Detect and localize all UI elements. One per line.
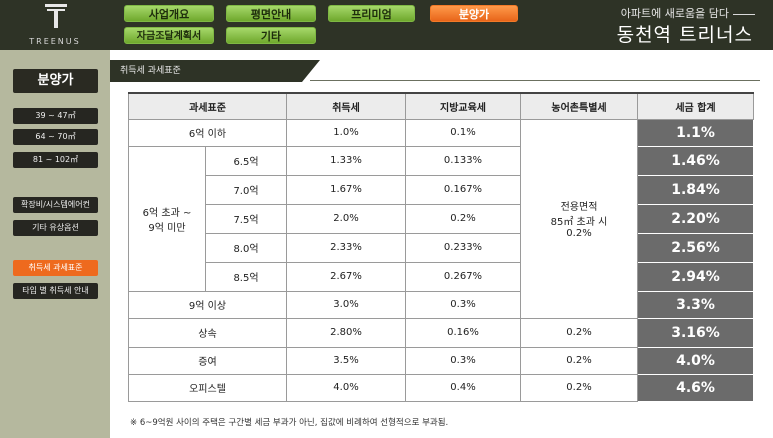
row-label: 9억 이상: [128, 290, 287, 319]
edu-cell: 0.3%: [405, 290, 521, 319]
sidebar-title: 분양가: [13, 69, 98, 93]
rural-cell: 0.2%: [520, 346, 638, 375]
nav-sale-price[interactable]: 분양가: [430, 5, 518, 22]
edu-cell: 0.167%: [405, 174, 521, 205]
acq-cell: 1.0%: [286, 118, 406, 147]
header-rural-special-tax: 농어촌특별세: [520, 92, 638, 120]
total-cell: 1.84%: [637, 174, 754, 205]
acq-cell: 1.67%: [286, 174, 406, 205]
row-label: 증여: [128, 346, 287, 375]
header-tax-base: 과세표준: [128, 92, 287, 120]
rural-merged-cell: 전용면적 85㎡ 초과 시 0.2%: [520, 118, 638, 319]
table-row: 8.0억 2.33% 0.233% 2.56%: [129, 232, 754, 263]
table-row: 상속 2.80% 0.16% 0.2% 3.16%: [128, 317, 754, 348]
total-cell: 2.94%: [637, 261, 754, 292]
acq-cell: 2.67%: [286, 261, 406, 292]
total-cell: 1.1%: [637, 118, 754, 147]
header-acquisition-tax: 취득세: [286, 92, 406, 120]
nav-floor-plan[interactable]: 평면안내: [226, 5, 316, 22]
sidebar-item-tax-by-type[interactable]: 타입 별 취득세 안내: [13, 283, 98, 299]
total-cell: 2.56%: [637, 232, 754, 263]
table-row: 7.5억 2.0% 0.2% 2.20%: [129, 203, 754, 234]
tax-table: 과세표준 취득세 지방교육세 농어촌특별세 세금 합계 6억 이하 1.0% 0…: [128, 92, 754, 402]
table-row: 오피스텔 4.0% 0.4% 0.2% 4.6%: [128, 373, 754, 402]
main-content: 취득세 과세표준 과세표준 취득세 지방교육세 농어촌특별세 세금 합계 6억 …: [110, 50, 773, 438]
nav-project-overview[interactable]: 사업개요: [124, 5, 214, 22]
edu-cell: 0.2%: [405, 203, 521, 234]
logo[interactable]: TREENUS: [0, 0, 110, 50]
title-band-shape: [110, 60, 320, 82]
acq-cell: 2.33%: [286, 232, 406, 263]
header-tax-total: 세금 합계: [637, 92, 754, 120]
total-cell: 1.46%: [637, 145, 754, 176]
edu-cell: 0.1%: [405, 118, 521, 147]
page-title: 취득세 과세표준: [120, 66, 181, 76]
sidebar-item-81-102[interactable]: 81 ~ 102㎡: [13, 152, 98, 168]
acq-cell: 2.80%: [286, 317, 406, 348]
total-cell: 3.16%: [637, 317, 754, 348]
sidebar-item-39-47[interactable]: 39 ~ 47㎡: [13, 108, 98, 124]
sub-label: 7.5억: [205, 203, 287, 234]
header-local-education-tax: 지방교육세: [405, 92, 521, 120]
acq-cell: 3.0%: [286, 290, 406, 319]
brand-name: 동천역 트리너스: [616, 24, 753, 46]
nav-premium[interactable]: 프리미엄: [328, 5, 415, 22]
table-row: 8.5억 2.67% 0.267% 2.94%: [129, 261, 754, 292]
logo-mark-icon: [45, 4, 67, 28]
table-row: 7.0억 1.67% 0.167% 1.84%: [129, 174, 754, 205]
table-row: 증여 3.5% 0.3% 0.2% 4.0%: [128, 346, 754, 375]
rural-cell: 0.2%: [520, 317, 638, 348]
total-cell: 2.20%: [637, 203, 754, 234]
total-cell: 3.3%: [637, 290, 754, 319]
table-row: 6억 초과 ~9억 미만 6.5억 1.33% 0.133% 1.46%: [128, 145, 754, 292]
title-band-line: [310, 80, 760, 81]
edu-cell: 0.233%: [405, 232, 521, 263]
edu-cell: 0.16%: [405, 317, 521, 348]
sidebar-item-tax-base[interactable]: 취득세 과세표준: [13, 260, 98, 276]
total-cell: 4.6%: [637, 373, 754, 402]
acq-cell: 4.0%: [286, 373, 406, 402]
edu-cell: 0.133%: [405, 145, 521, 176]
row-label: 6억 이하: [128, 118, 287, 147]
table-row: 6억 이하 1.0% 0.1% 전용면적 85㎡ 초과 시 0.2% 1.1%: [128, 118, 754, 319]
table-header-row: 과세표준 취득세 지방교육세 농어촌특별세 세금 합계: [128, 92, 754, 120]
top-header: TREENUS 사업개요 평면안내 프리미엄 분양가 자금조달계획서 기타 아파…: [0, 0, 773, 50]
acq-cell: 2.0%: [286, 203, 406, 234]
sub-label: 6.5억: [205, 145, 287, 176]
sidebar-item-paid-options[interactable]: 기타 유상옵션: [13, 220, 98, 236]
logo-text: TREENUS: [29, 37, 81, 46]
edu-cell: 0.3%: [405, 346, 521, 375]
row-label: 상속: [128, 317, 287, 348]
edu-cell: 0.267%: [405, 261, 521, 292]
edu-cell: 0.4%: [405, 373, 521, 402]
group-label-cell: 6억 초과 ~9억 미만: [128, 145, 206, 292]
sidebar-item-extension-aircon[interactable]: 확장비/시스템에어컨: [13, 197, 98, 213]
tagline-dash: [733, 13, 755, 15]
sub-label: 7.0억: [205, 174, 287, 205]
page-title-band: 취득세 과세표준: [110, 60, 760, 82]
rural-cell: 0.2%: [520, 373, 638, 402]
sidebar-item-64-70[interactable]: 64 ~ 70㎡: [13, 129, 98, 145]
total-cell: 4.0%: [637, 346, 754, 375]
sub-label: 8.0억: [205, 232, 287, 263]
sub-label: 8.5억: [205, 261, 287, 292]
table-row: 9억 이상 3.0% 0.3% 3.3%: [128, 290, 754, 319]
footnote: ※ 6~9억원 사이의 주택은 구간별 세금 부과가 아닌, 집값에 비례하여 …: [130, 418, 449, 428]
acq-cell: 1.33%: [286, 145, 406, 176]
tagline: 아파트에 새로움을 담다: [621, 5, 755, 21]
sidebar: 분양가 39 ~ 47㎡ 64 ~ 70㎡ 81 ~ 102㎡ 확장비/시스템에…: [0, 50, 110, 438]
nav-funding-plan[interactable]: 자금조달계획서: [124, 27, 214, 44]
acq-cell: 3.5%: [286, 346, 406, 375]
nav-etc[interactable]: 기타: [226, 27, 316, 44]
row-label: 오피스텔: [128, 373, 287, 402]
